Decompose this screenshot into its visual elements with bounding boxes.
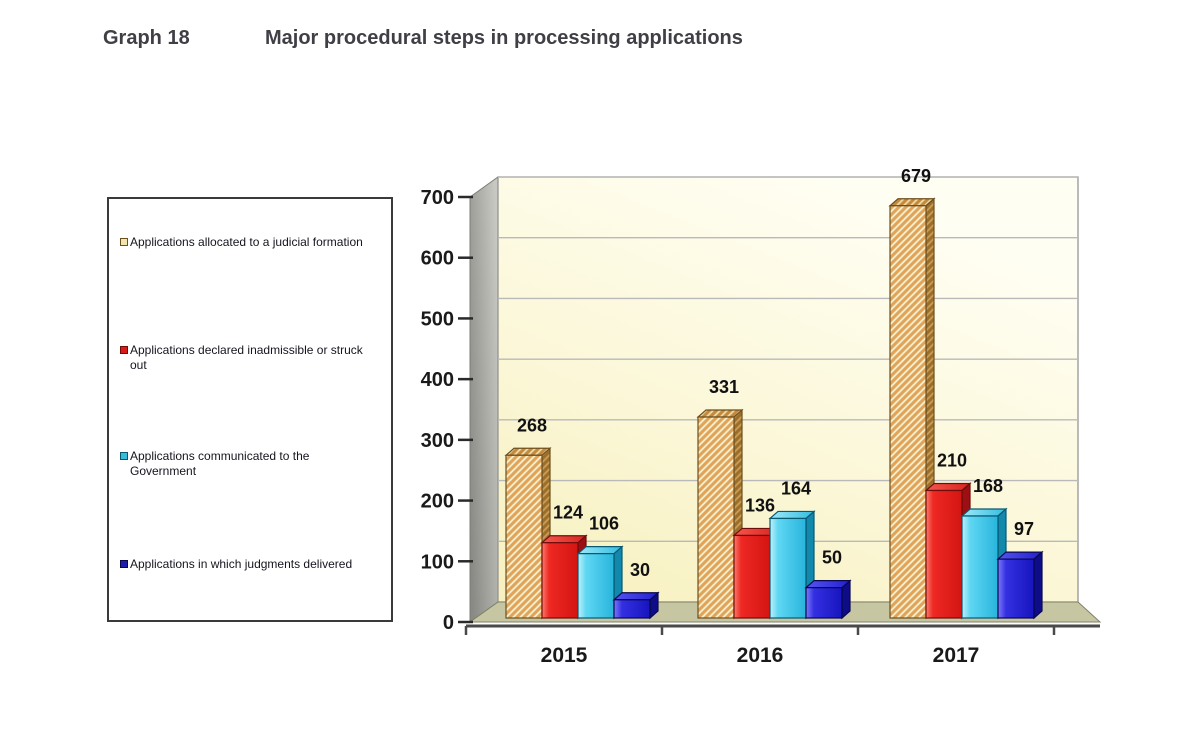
graph-number-label: Graph 18	[103, 27, 190, 49]
y-axis-label: 100	[421, 551, 454, 573]
legend-item-label: Applications declared inadmissible or st…	[130, 343, 363, 372]
bar-value-label: 124	[553, 503, 583, 523]
legend-item-label: Applications communicated to the Governm…	[130, 449, 310, 478]
bar-side-face	[841, 579, 851, 620]
bar	[613, 599, 651, 619]
y-axis-label: 0	[443, 612, 454, 634]
bar	[577, 553, 615, 619]
bar	[541, 542, 579, 619]
y-axis-label: 700	[421, 187, 454, 209]
legend-marker-icon	[120, 560, 128, 568]
y-axis-label: 600	[421, 248, 454, 270]
bar-side-face	[1033, 550, 1043, 620]
bar-value-label: 679	[901, 166, 931, 186]
bar-value-label: 30	[630, 560, 650, 580]
bar	[961, 515, 999, 619]
bar	[505, 454, 543, 619]
legend-marker-icon	[120, 238, 128, 246]
bar-value-label: 50	[822, 548, 842, 568]
bar	[769, 517, 807, 619]
legend-marker-icon	[120, 452, 128, 460]
bar	[733, 534, 771, 619]
legend-item-label: Applications in which judgments delivere…	[130, 557, 353, 571]
y-axis-label: 300	[421, 430, 454, 452]
legend-item-label: Applications allocated to a judicial for…	[130, 235, 363, 249]
page-title: Major procedural steps in processing app…	[265, 27, 743, 49]
y-axis-label: 500	[421, 308, 454, 330]
chart-legend: Applications allocated to a judicial for…	[107, 197, 393, 622]
bar-value-label: 136	[745, 495, 775, 515]
bar-value-label: 168	[973, 476, 1003, 496]
bar	[697, 416, 735, 619]
x-axis-category-label: 2017	[933, 644, 980, 667]
legend-item: Applications allocated to a judicial for…	[120, 235, 382, 250]
bar-value-label: 164	[781, 478, 811, 498]
legend-item: Applications in which judgments delivere…	[120, 557, 382, 572]
legend-marker-icon	[120, 346, 128, 354]
legend-item: Applications communicated to the Governm…	[120, 449, 382, 478]
bar-value-label: 331	[709, 377, 739, 397]
chart-side-wall	[469, 176, 499, 623]
bar	[925, 489, 963, 619]
bar-value-label: 97	[1014, 519, 1034, 539]
y-axis-label: 400	[421, 369, 454, 391]
chart-header: Graph 18 Major procedural steps in proce…	[0, 27, 1200, 57]
y-axis-label: 200	[421, 491, 454, 513]
legend-item: Applications declared inadmissible or st…	[120, 343, 382, 372]
bar-value-label: 106	[589, 514, 619, 534]
bar	[805, 587, 843, 619]
bar-value-label: 210	[937, 451, 967, 471]
bar	[997, 558, 1035, 619]
x-axis-category-label: 2015	[541, 644, 588, 667]
bar	[889, 205, 927, 619]
x-axis-category-label: 2016	[737, 644, 784, 667]
bar-value-label: 268	[517, 415, 547, 435]
